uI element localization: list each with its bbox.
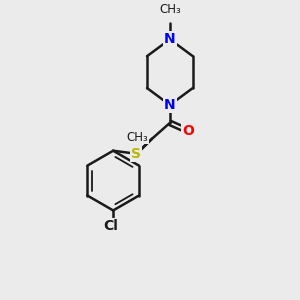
Text: CH₃: CH₃	[126, 131, 148, 144]
Text: Cl: Cl	[103, 219, 118, 233]
Text: CH₃: CH₃	[159, 3, 181, 16]
Text: S: S	[131, 147, 141, 161]
Text: N: N	[164, 98, 176, 112]
Text: N: N	[164, 32, 176, 46]
Text: O: O	[182, 124, 194, 138]
